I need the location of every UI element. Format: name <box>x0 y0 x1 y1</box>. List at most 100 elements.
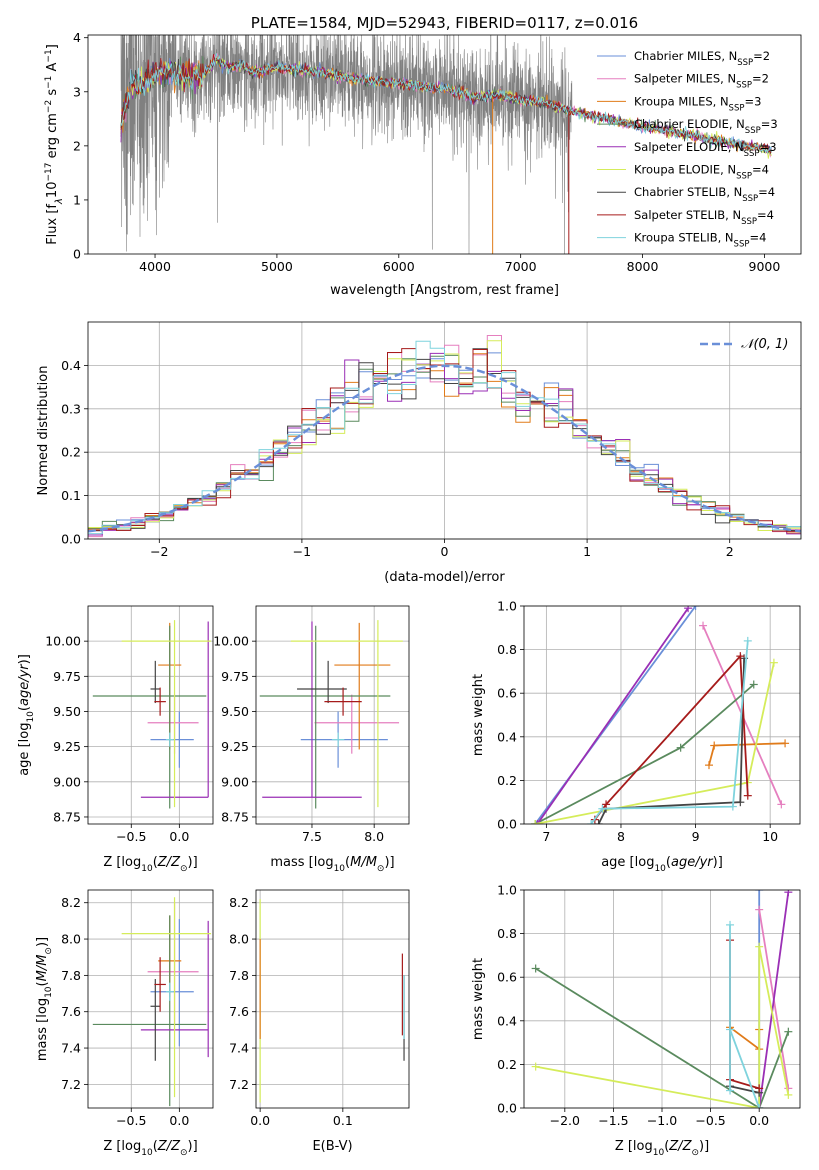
y-tick-label: 0.0 <box>61 532 81 547</box>
x-label-part: 10 <box>654 864 666 874</box>
legend-subscript: SSP <box>737 58 753 68</box>
y-label-part: −1 <box>44 76 54 89</box>
legend-suffix: =4 <box>752 163 769 177</box>
x-tick-label: 7000 <box>505 259 537 274</box>
age-vs-metallicity-panel: −0.5 0.0 8.75 9.00 9.25 9.50 9.75 10.00 Z [log10… <box>17 605 214 874</box>
y-tick-label: 0.8 <box>497 926 517 941</box>
y-label-part: −2 <box>44 100 54 113</box>
axes-frame <box>87 889 214 1109</box>
y-tick-label: 1.0 <box>497 599 517 614</box>
y-label-part: ( <box>35 981 50 986</box>
y-tick-label: 8.0 <box>229 932 249 947</box>
x-tick-label: 8.0 <box>364 829 384 844</box>
legend-entry: 𝒩(0, 1) <box>741 337 788 352</box>
x-tick-label: 0.0 <box>169 1113 189 1128</box>
x-tick-label: −0.5 <box>116 829 146 844</box>
y-tick-label: 7.8 <box>229 968 249 983</box>
axes-frame <box>87 321 802 540</box>
x-label-part: Z/Z <box>157 855 181 870</box>
y-tick-label: 9.25 <box>53 739 81 754</box>
x-axis-label: Z [log10(Z/Z⊙)] <box>103 855 197 874</box>
y-label-part: ⊙ <box>44 947 54 955</box>
y-tick-label: 0.4 <box>497 1013 517 1028</box>
y-tick-label: 0.0 <box>497 1101 517 1116</box>
legend-entry: Salpeter MILES, NSSP=2 <box>634 72 769 91</box>
y-label-part: −1 <box>44 49 54 62</box>
x-label-part: ⊙ <box>377 864 385 874</box>
y-tick-label: 0.1 <box>61 488 81 503</box>
axes-frame <box>255 605 410 825</box>
legend-subscript: SSP <box>734 240 750 250</box>
axes-frame <box>87 34 802 255</box>
legend-suffix: =3 <box>760 140 777 154</box>
x-axis-label: (data-model)/error <box>384 570 505 585</box>
y-label-part: 10 <box>44 986 54 998</box>
y-tick-label: 0.6 <box>497 970 517 985</box>
y-tick-label: 8.0 <box>61 932 81 947</box>
x-tick-label: −1.5 <box>598 1113 628 1128</box>
x-tick-label: −0.5 <box>695 1113 725 1128</box>
y-tick-label: 0.4 <box>497 729 517 744</box>
y-tick-label: 1 <box>73 192 81 207</box>
y-label-part: age/yr <box>17 663 32 706</box>
plot-area <box>92 620 212 809</box>
weight-line-kroupa_miles <box>729 1026 761 1051</box>
y-tick-label: 4 <box>73 30 81 45</box>
weight-line-salpeter_stelib <box>594 653 749 821</box>
y-tick-label: 7.2 <box>229 1077 249 1092</box>
legend-suffix: =3 <box>761 117 778 131</box>
y-label-part: s <box>45 89 60 100</box>
x-label-part: )] <box>188 1139 198 1154</box>
mass-vs-extinction-panel: 0.0 0.1 7.2 7.4 7.6 7.8 8.0 8.2 E(B-V) <box>229 889 410 1154</box>
weight-vs-metallicity-panel: −2.0 −1.5 −1.0 −0.5 0.0 0.0 0.2 0.4 0.6 0.8 1.0 Z [… <box>471 883 801 1158</box>
y-axis-label: age [log10(age/yr)] <box>17 654 36 776</box>
y-tick-label: 7.4 <box>61 1041 81 1056</box>
x-label-part: 10 <box>141 1148 153 1158</box>
chart-title: PLATE=1584, MJD=52943, FIBERID=0117, z=0… <box>251 14 638 32</box>
axes-frame <box>523 889 801 1109</box>
x-tick-label: 0.1 <box>333 1113 353 1128</box>
y-axis-label: Flux [fλ10−17 erg cm−2 s−1 A−1] <box>44 44 65 245</box>
legend-suffix: =2 <box>752 72 769 86</box>
legend-entry: Kroupa MILES, NSSP=3 <box>634 94 761 113</box>
y-tick-label: 0.8 <box>497 642 517 657</box>
legend-subscript: SSP <box>736 172 752 182</box>
legend-entry: Salpeter STELIB, NSSP=4 <box>634 208 774 227</box>
y-label-part: )] <box>35 937 50 947</box>
x-label-part: ( <box>666 855 671 870</box>
x-tick-label: −2.0 <box>550 1113 580 1128</box>
y-label-part: ( <box>17 706 32 711</box>
x-axis-label: age [log10(age/yr)] <box>601 855 723 874</box>
x-tick-label: 7 <box>542 829 550 844</box>
legend-subscript: SSP <box>736 81 752 91</box>
plot-area <box>259 620 403 809</box>
legend-entry: Kroupa STELIB, NSSP=4 <box>634 231 766 250</box>
x-label-part: Z/Z <box>668 1139 692 1154</box>
x-tick-label: 2 <box>726 544 734 559</box>
x-tick-label: 9 <box>692 829 700 844</box>
x-label-part: )] <box>713 855 723 870</box>
y-tick-label: 2 <box>73 138 81 153</box>
x-label-part: Z/Z <box>157 1139 181 1154</box>
x-tick-label: 4000 <box>139 259 171 274</box>
x-tick-label: −1 <box>293 544 311 559</box>
x-tick-label: 0.0 <box>169 829 189 844</box>
legend-subscript: SSP <box>729 103 745 113</box>
axes-frame <box>255 889 410 1109</box>
y-tick-label: 8.75 <box>53 809 81 824</box>
y-tick-label: 0.6 <box>497 686 517 701</box>
x-label-part: ⊙ <box>691 1148 699 1158</box>
y-label-part: ] <box>45 44 60 49</box>
x-axis-label: E(B-V) <box>312 1139 352 1154</box>
weight-line-kroupa_miles <box>708 742 786 766</box>
x-label-part: )] <box>699 1139 709 1154</box>
x-label-part: ⊙ <box>180 864 188 874</box>
legend-entry: Chabrier STELIB, NSSP=4 <box>634 185 775 204</box>
legend-entry: Chabrier MILES, NSSP=2 <box>634 49 770 68</box>
y-tick-label: 0 <box>73 247 81 262</box>
axes-frame <box>87 605 214 825</box>
legend-entry: Kroupa ELODIE, NSSP=4 <box>634 163 769 182</box>
weight-line-chabrier_stelib <box>729 1085 760 1094</box>
y-axis-label: mass weight <box>471 958 486 1040</box>
y-tick-label: 1.0 <box>497 883 517 898</box>
